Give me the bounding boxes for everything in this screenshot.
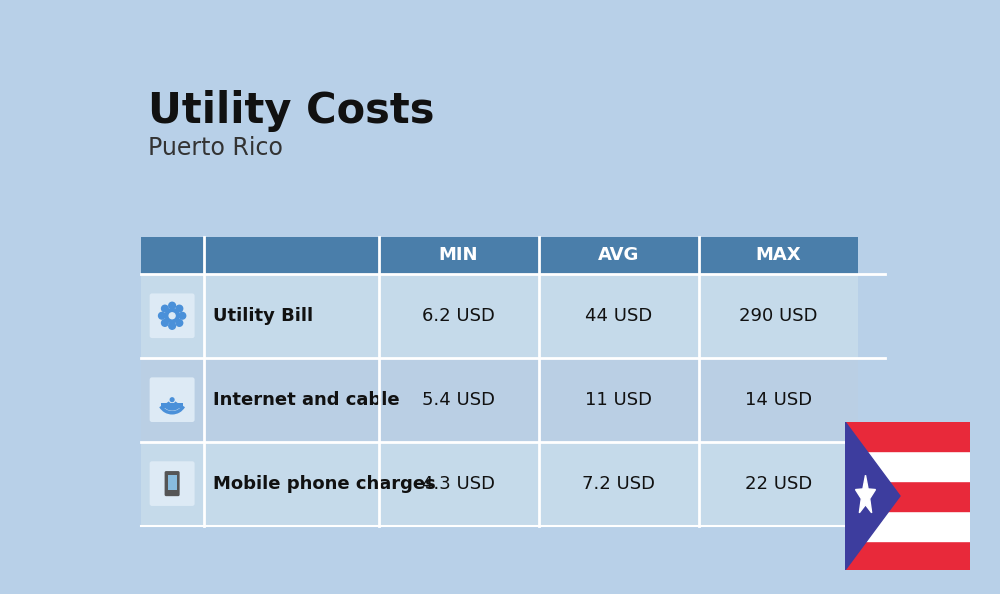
Circle shape	[176, 320, 183, 326]
Circle shape	[159, 312, 165, 319]
FancyBboxPatch shape	[150, 293, 195, 338]
Circle shape	[165, 309, 179, 323]
Circle shape	[170, 398, 174, 402]
Circle shape	[176, 305, 183, 312]
FancyBboxPatch shape	[140, 237, 204, 274]
FancyBboxPatch shape	[204, 442, 379, 526]
Bar	[845, 481, 970, 511]
FancyBboxPatch shape	[379, 442, 539, 526]
FancyBboxPatch shape	[539, 442, 698, 526]
FancyBboxPatch shape	[140, 442, 204, 526]
FancyBboxPatch shape	[539, 274, 698, 358]
FancyBboxPatch shape	[140, 274, 204, 358]
FancyBboxPatch shape	[150, 462, 195, 506]
Circle shape	[179, 312, 186, 319]
Text: MIN: MIN	[439, 247, 478, 264]
FancyBboxPatch shape	[379, 237, 539, 274]
Text: 290 USD: 290 USD	[739, 307, 818, 325]
Circle shape	[162, 320, 168, 326]
FancyBboxPatch shape	[379, 358, 539, 442]
Text: 6.2 USD: 6.2 USD	[422, 307, 495, 325]
FancyBboxPatch shape	[698, 442, 858, 526]
Bar	[845, 511, 970, 541]
Polygon shape	[856, 475, 875, 513]
Text: 4.3 USD: 4.3 USD	[422, 475, 495, 492]
FancyBboxPatch shape	[379, 274, 539, 358]
Text: AVG: AVG	[598, 247, 639, 264]
FancyBboxPatch shape	[165, 471, 180, 496]
Text: Mobile phone charges: Mobile phone charges	[213, 475, 436, 492]
Circle shape	[162, 305, 168, 312]
Polygon shape	[845, 422, 900, 570]
FancyBboxPatch shape	[204, 274, 379, 358]
FancyBboxPatch shape	[698, 274, 858, 358]
Text: Internet and cable: Internet and cable	[213, 391, 400, 409]
Circle shape	[169, 323, 175, 329]
Text: Utility Costs: Utility Costs	[148, 90, 435, 132]
Bar	[845, 422, 970, 451]
Bar	[845, 541, 970, 570]
FancyBboxPatch shape	[698, 358, 858, 442]
FancyBboxPatch shape	[539, 358, 698, 442]
FancyBboxPatch shape	[140, 358, 204, 442]
Circle shape	[169, 302, 175, 309]
Text: 44 USD: 44 USD	[585, 307, 652, 325]
FancyBboxPatch shape	[204, 237, 379, 274]
FancyBboxPatch shape	[539, 237, 698, 274]
FancyBboxPatch shape	[204, 358, 379, 442]
Circle shape	[169, 313, 175, 319]
Text: 14 USD: 14 USD	[745, 391, 812, 409]
FancyBboxPatch shape	[698, 237, 858, 274]
Text: 5.4 USD: 5.4 USD	[422, 391, 495, 409]
Text: 7.2 USD: 7.2 USD	[582, 475, 655, 492]
Bar	[845, 451, 970, 481]
Text: Utility Bill: Utility Bill	[213, 307, 313, 325]
Text: 22 USD: 22 USD	[745, 475, 812, 492]
FancyBboxPatch shape	[161, 403, 183, 408]
Text: 11 USD: 11 USD	[585, 391, 652, 409]
FancyBboxPatch shape	[168, 475, 177, 490]
Text: Puerto Rico: Puerto Rico	[148, 136, 283, 160]
FancyBboxPatch shape	[150, 377, 195, 422]
Text: MAX: MAX	[756, 247, 801, 264]
